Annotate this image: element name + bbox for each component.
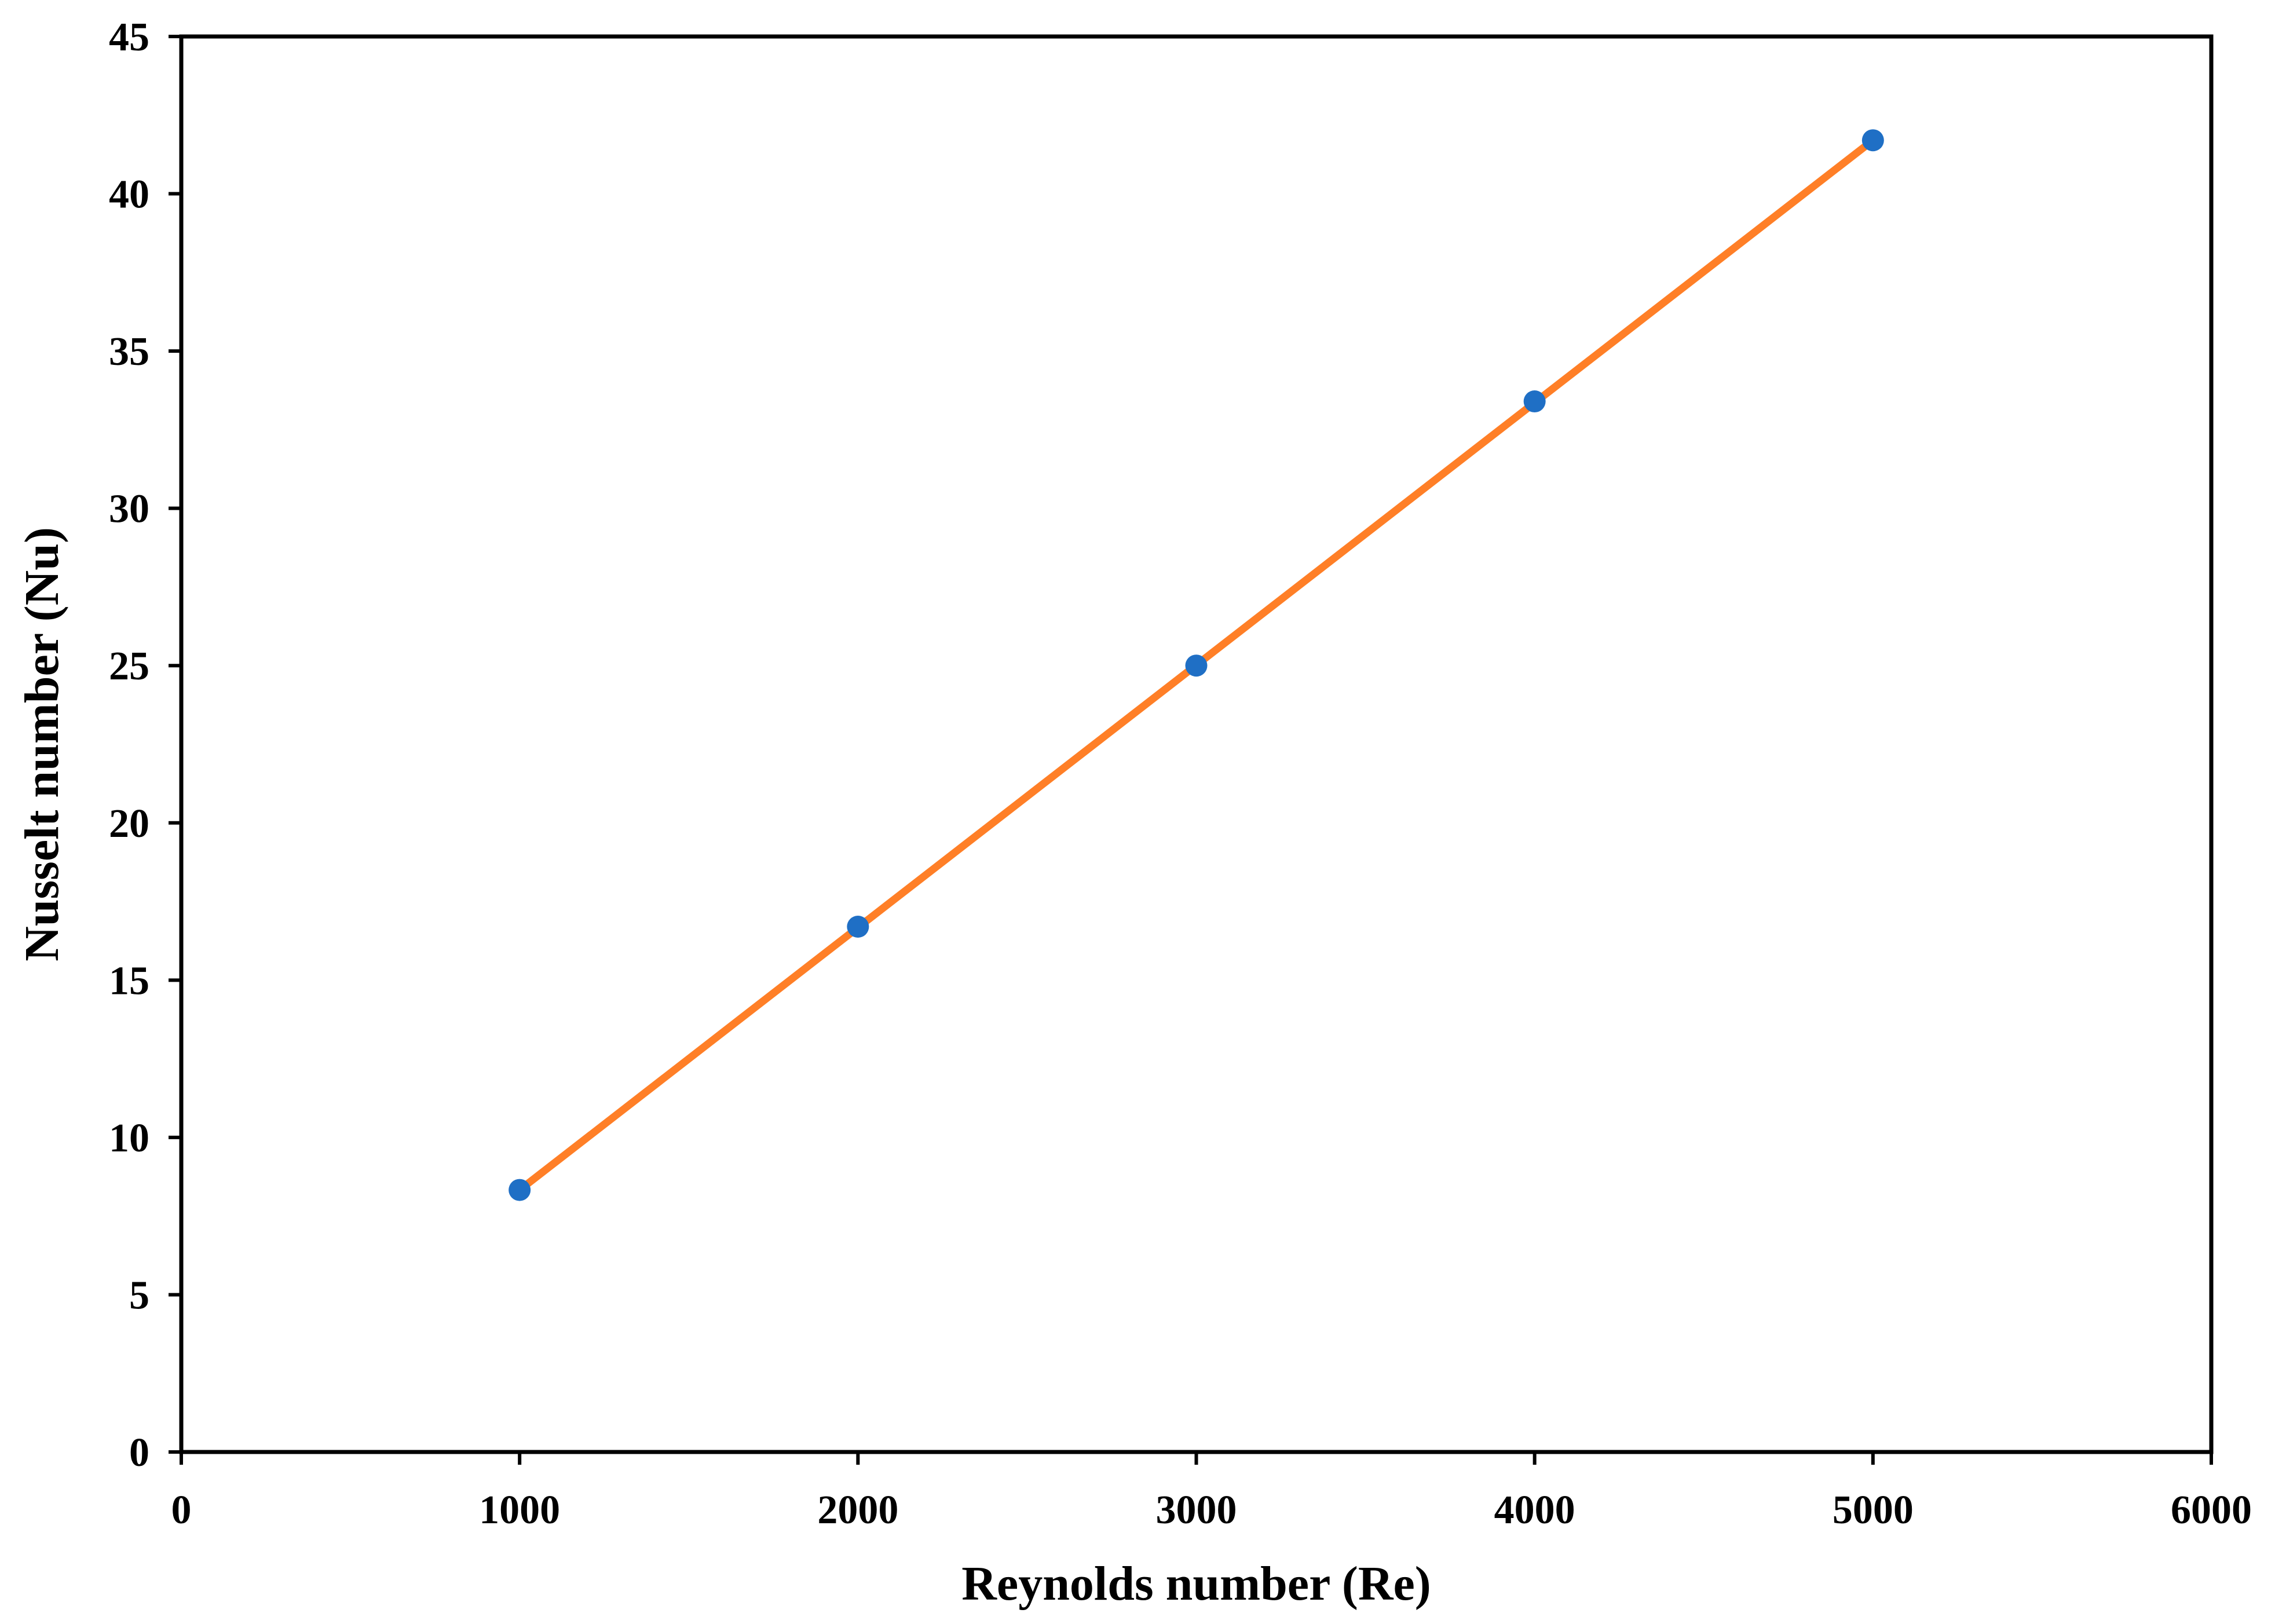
data-point: [1523, 390, 1546, 413]
y-tick-label: 10: [109, 1116, 149, 1161]
x-tick-label: 6000: [2171, 1488, 2252, 1532]
y-tick-label: 45: [109, 15, 149, 60]
x-tick-label: 3000: [1156, 1488, 1237, 1532]
x-axis-ticks: 0 1000 2000 3000 4000 5000 6000: [171, 1452, 2252, 1532]
y-tick-label: 30: [109, 487, 149, 532]
y-tick-label: 0: [129, 1431, 149, 1475]
x-tick-label: 0: [171, 1488, 192, 1532]
plot-series: [509, 129, 1884, 1201]
data-point: [509, 1179, 531, 1201]
x-tick-label: 4000: [1494, 1488, 1575, 1532]
plot-area-frame: [179, 34, 2214, 1454]
y-tick-label: 35: [109, 330, 149, 374]
data-point: [1861, 129, 1884, 152]
y-tick-label: 40: [109, 173, 149, 217]
data-point: [847, 916, 869, 938]
y-tick-label: 5: [129, 1273, 149, 1318]
x-tick-label: 5000: [1833, 1488, 1914, 1532]
x-axis-title: Reynolds number (Re): [961, 1557, 1431, 1611]
x-tick-label: 2000: [817, 1488, 898, 1532]
y-axis-ticks: 0 5 10 15 20 25 30 35 40 45: [109, 15, 181, 1475]
y-tick-label: 15: [109, 959, 149, 1003]
x-tick-label: 1000: [479, 1488, 560, 1532]
data-point: [1185, 654, 1208, 677]
y-tick-label: 25: [109, 644, 149, 689]
y-tick-label: 20: [109, 802, 149, 846]
y-axis-title: Nusselt number (Nu): [15, 527, 69, 961]
